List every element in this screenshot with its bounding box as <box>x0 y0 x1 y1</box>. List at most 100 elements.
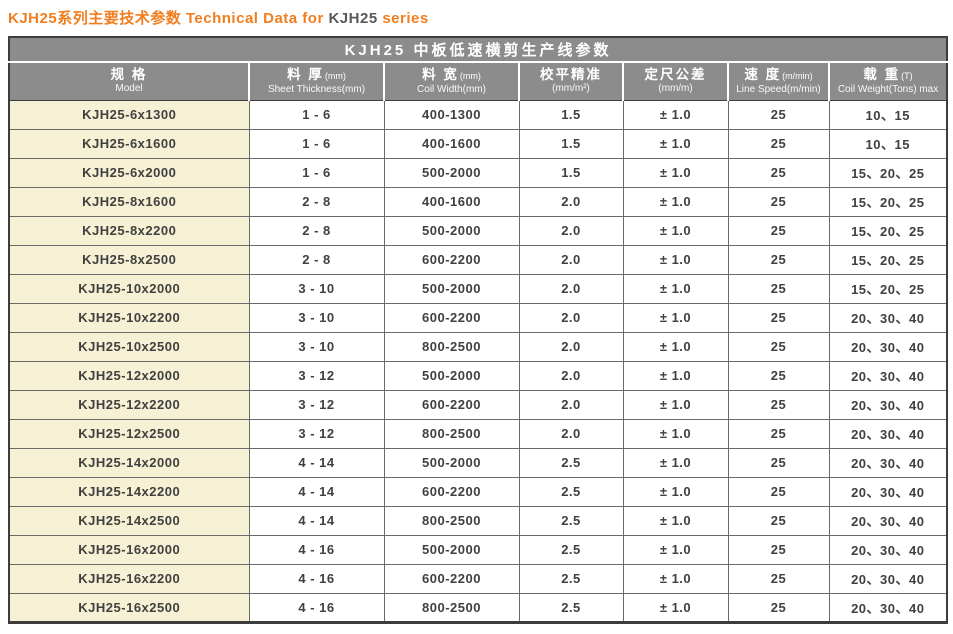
cell-tolerance: ± 1.0 <box>622 99 729 130</box>
cell-weight: 20、30、40 <box>828 302 948 333</box>
cell-tolerance: ± 1.0 <box>622 273 729 304</box>
cell-leveling: 2.0 <box>518 331 624 362</box>
cell-model: KJH25-16x2200 <box>8 563 250 594</box>
cell-weight: 20、30、40 <box>828 505 948 536</box>
column-header-speed: 速 度(m/min) Line Speed(m/min) <box>727 62 829 101</box>
cell-thickness: 4 - 14 <box>248 447 385 478</box>
cell-weight: 15、20、25 <box>828 273 948 304</box>
table-row: KJH25-12x2200 3 - 12 600-2200 2.0 ± 1.0 25 20、… <box>8 389 948 420</box>
cell-tolerance: ± 1.0 <box>622 331 729 362</box>
column-header-main: 规 格 <box>110 67 148 83</box>
column-header-leveling: 校平精准 (mm/m²) <box>518 62 623 101</box>
cell-leveling: 2.0 <box>518 244 624 275</box>
cell-width: 600-2200 <box>383 389 520 420</box>
table-row: KJH25-8x2200 2 - 8 500-2000 2.0 ± 1.0 25 15、20… <box>8 215 948 246</box>
cell-tolerance: ± 1.0 <box>622 505 729 536</box>
cell-leveling: 2.0 <box>518 273 624 304</box>
cell-weight: 20、30、40 <box>828 563 948 594</box>
banner-row: KJH25 中板低速横剪生产线参数 <box>9 37 948 63</box>
table-row: KJH25-10x2000 3 - 10 500-2000 2.0 ± 1.0 25 15、… <box>8 273 948 304</box>
cell-width: 500-2000 <box>383 157 520 188</box>
cell-tolerance: ± 1.0 <box>622 447 729 478</box>
cell-thickness: 3 - 12 <box>248 418 385 449</box>
cell-tolerance: ± 1.0 <box>622 302 729 333</box>
cell-weight: 20、30、40 <box>828 592 948 623</box>
cell-tolerance: ± 1.0 <box>622 244 729 275</box>
cell-thickness: 1 - 6 <box>248 99 385 130</box>
cell-speed: 25 <box>727 273 830 304</box>
column-header-main: 速 度(m/min) <box>744 66 813 82</box>
cell-speed: 25 <box>727 244 830 275</box>
cell-leveling: 2.5 <box>518 447 624 478</box>
cell-width: 600-2200 <box>383 244 520 275</box>
column-header-unit: (mm) <box>459 70 481 81</box>
cell-model: KJH25-12x2000 <box>8 360 250 391</box>
cell-model: KJH25-8x2200 <box>8 215 250 246</box>
column-header-sub: Coil Weight(Tons) max <box>837 83 939 95</box>
cell-leveling: 1.5 <box>518 157 624 188</box>
cell-model: KJH25-10x2000 <box>8 273 250 304</box>
table-body: KJH25-6x1300 1 - 6 400-1300 1.5 ± 1.0 25 10、15… <box>8 99 948 623</box>
table-row: KJH25-16x2000 4 - 16 500-2000 2.5 ± 1.0 25 20、… <box>8 534 948 565</box>
cell-leveling: 2.0 <box>518 389 624 420</box>
table-row: KJH25-10x2200 3 - 10 600-2200 2.0 ± 1.0 25 20、… <box>8 302 948 333</box>
cell-weight: 20、30、40 <box>828 534 948 565</box>
cell-speed: 25 <box>727 476 830 507</box>
cell-thickness: 3 - 12 <box>248 360 385 391</box>
table-row: KJH25-8x1600 2 - 8 400-1600 2.0 ± 1.0 25 15、20… <box>8 186 948 217</box>
table-row: KJH25-14x2200 4 - 14 600-2200 2.5 ± 1.0 25 20、… <box>8 476 948 507</box>
cell-weight: 20、30、40 <box>828 389 948 420</box>
cell-leveling: 2.5 <box>518 534 624 565</box>
cell-weight: 15、20、25 <box>828 186 948 217</box>
cell-thickness: 2 - 8 <box>248 215 385 246</box>
cell-width: 400-1300 <box>383 99 520 130</box>
cell-thickness: 3 - 10 <box>248 302 385 333</box>
cell-tolerance: ± 1.0 <box>622 534 729 565</box>
column-header-tolerance: 定尺公差 (mm/m) <box>622 62 728 101</box>
cell-model: KJH25-12x2200 <box>8 389 250 420</box>
table-banner: KJH25 中板低速横剪生产线参数 <box>9 37 948 63</box>
column-header-sub: Coil Width(mm) <box>417 83 486 95</box>
column-header-main: 料 厚(mm) <box>287 66 346 82</box>
cell-thickness: 4 - 16 <box>248 534 385 565</box>
cell-thickness: 2 - 8 <box>248 244 385 275</box>
cell-weight: 15、20、25 <box>828 215 948 246</box>
column-header-width: 料 宽(mm) Coil Width(mm) <box>383 62 519 101</box>
cell-speed: 25 <box>727 186 830 217</box>
column-header-thickness: 料 厚(mm) Sheet Thickness(mm) <box>248 62 384 101</box>
cell-leveling: 2.0 <box>518 360 624 391</box>
cell-thickness: 3 - 10 <box>248 331 385 362</box>
page-title-en-model: KJH25 <box>328 10 378 27</box>
cell-thickness: 3 - 12 <box>248 389 385 420</box>
cell-width: 400-1600 <box>383 186 520 217</box>
cell-leveling: 2.5 <box>518 592 624 623</box>
cell-model: KJH25-6x1600 <box>8 128 250 159</box>
cell-model: KJH25-6x1300 <box>8 99 250 130</box>
cell-speed: 25 <box>727 418 830 449</box>
cell-speed: 25 <box>727 447 830 478</box>
table-row: KJH25-16x2200 4 - 16 600-2200 2.5 ± 1.0 25 20、… <box>8 563 948 594</box>
table-row: KJH25-14x2500 4 - 14 800-2500 2.5 ± 1.0 25 20、… <box>8 505 948 536</box>
table-row: KJH25-6x2000 1 - 6 500-2000 1.5 ± 1.0 25 15、20… <box>8 157 948 188</box>
table-row: KJH25-12x2000 3 - 12 500-2000 2.0 ± 1.0 25 20、… <box>8 360 948 391</box>
spec-table: KJH25 中板低速横剪生产线参数 规 格 Model 料 厚(mm) Sheet T… <box>8 36 949 624</box>
cell-leveling: 1.5 <box>518 128 624 159</box>
cell-weight: 20、30、40 <box>828 360 948 391</box>
cell-tolerance: ± 1.0 <box>622 186 729 217</box>
cell-leveling: 2.0 <box>518 418 624 449</box>
cell-speed: 25 <box>727 128 830 159</box>
cell-weight: 15、20、25 <box>828 157 948 188</box>
cell-thickness: 1 - 6 <box>248 157 385 188</box>
cell-width: 800-2500 <box>383 505 520 536</box>
cell-speed: 25 <box>727 157 830 188</box>
cell-weight: 10、15 <box>828 128 948 159</box>
cell-model: KJH25-16x2500 <box>8 592 250 623</box>
cell-width: 600-2200 <box>383 563 520 594</box>
cell-speed: 25 <box>727 99 830 130</box>
page-title-en-suffix: series <box>377 10 429 27</box>
cell-weight: 20、30、40 <box>828 447 948 478</box>
cell-tolerance: ± 1.0 <box>622 418 729 449</box>
cell-leveling: 2.0 <box>518 215 624 246</box>
page-title-en-prefix: Technical Data for <box>181 10 329 27</box>
